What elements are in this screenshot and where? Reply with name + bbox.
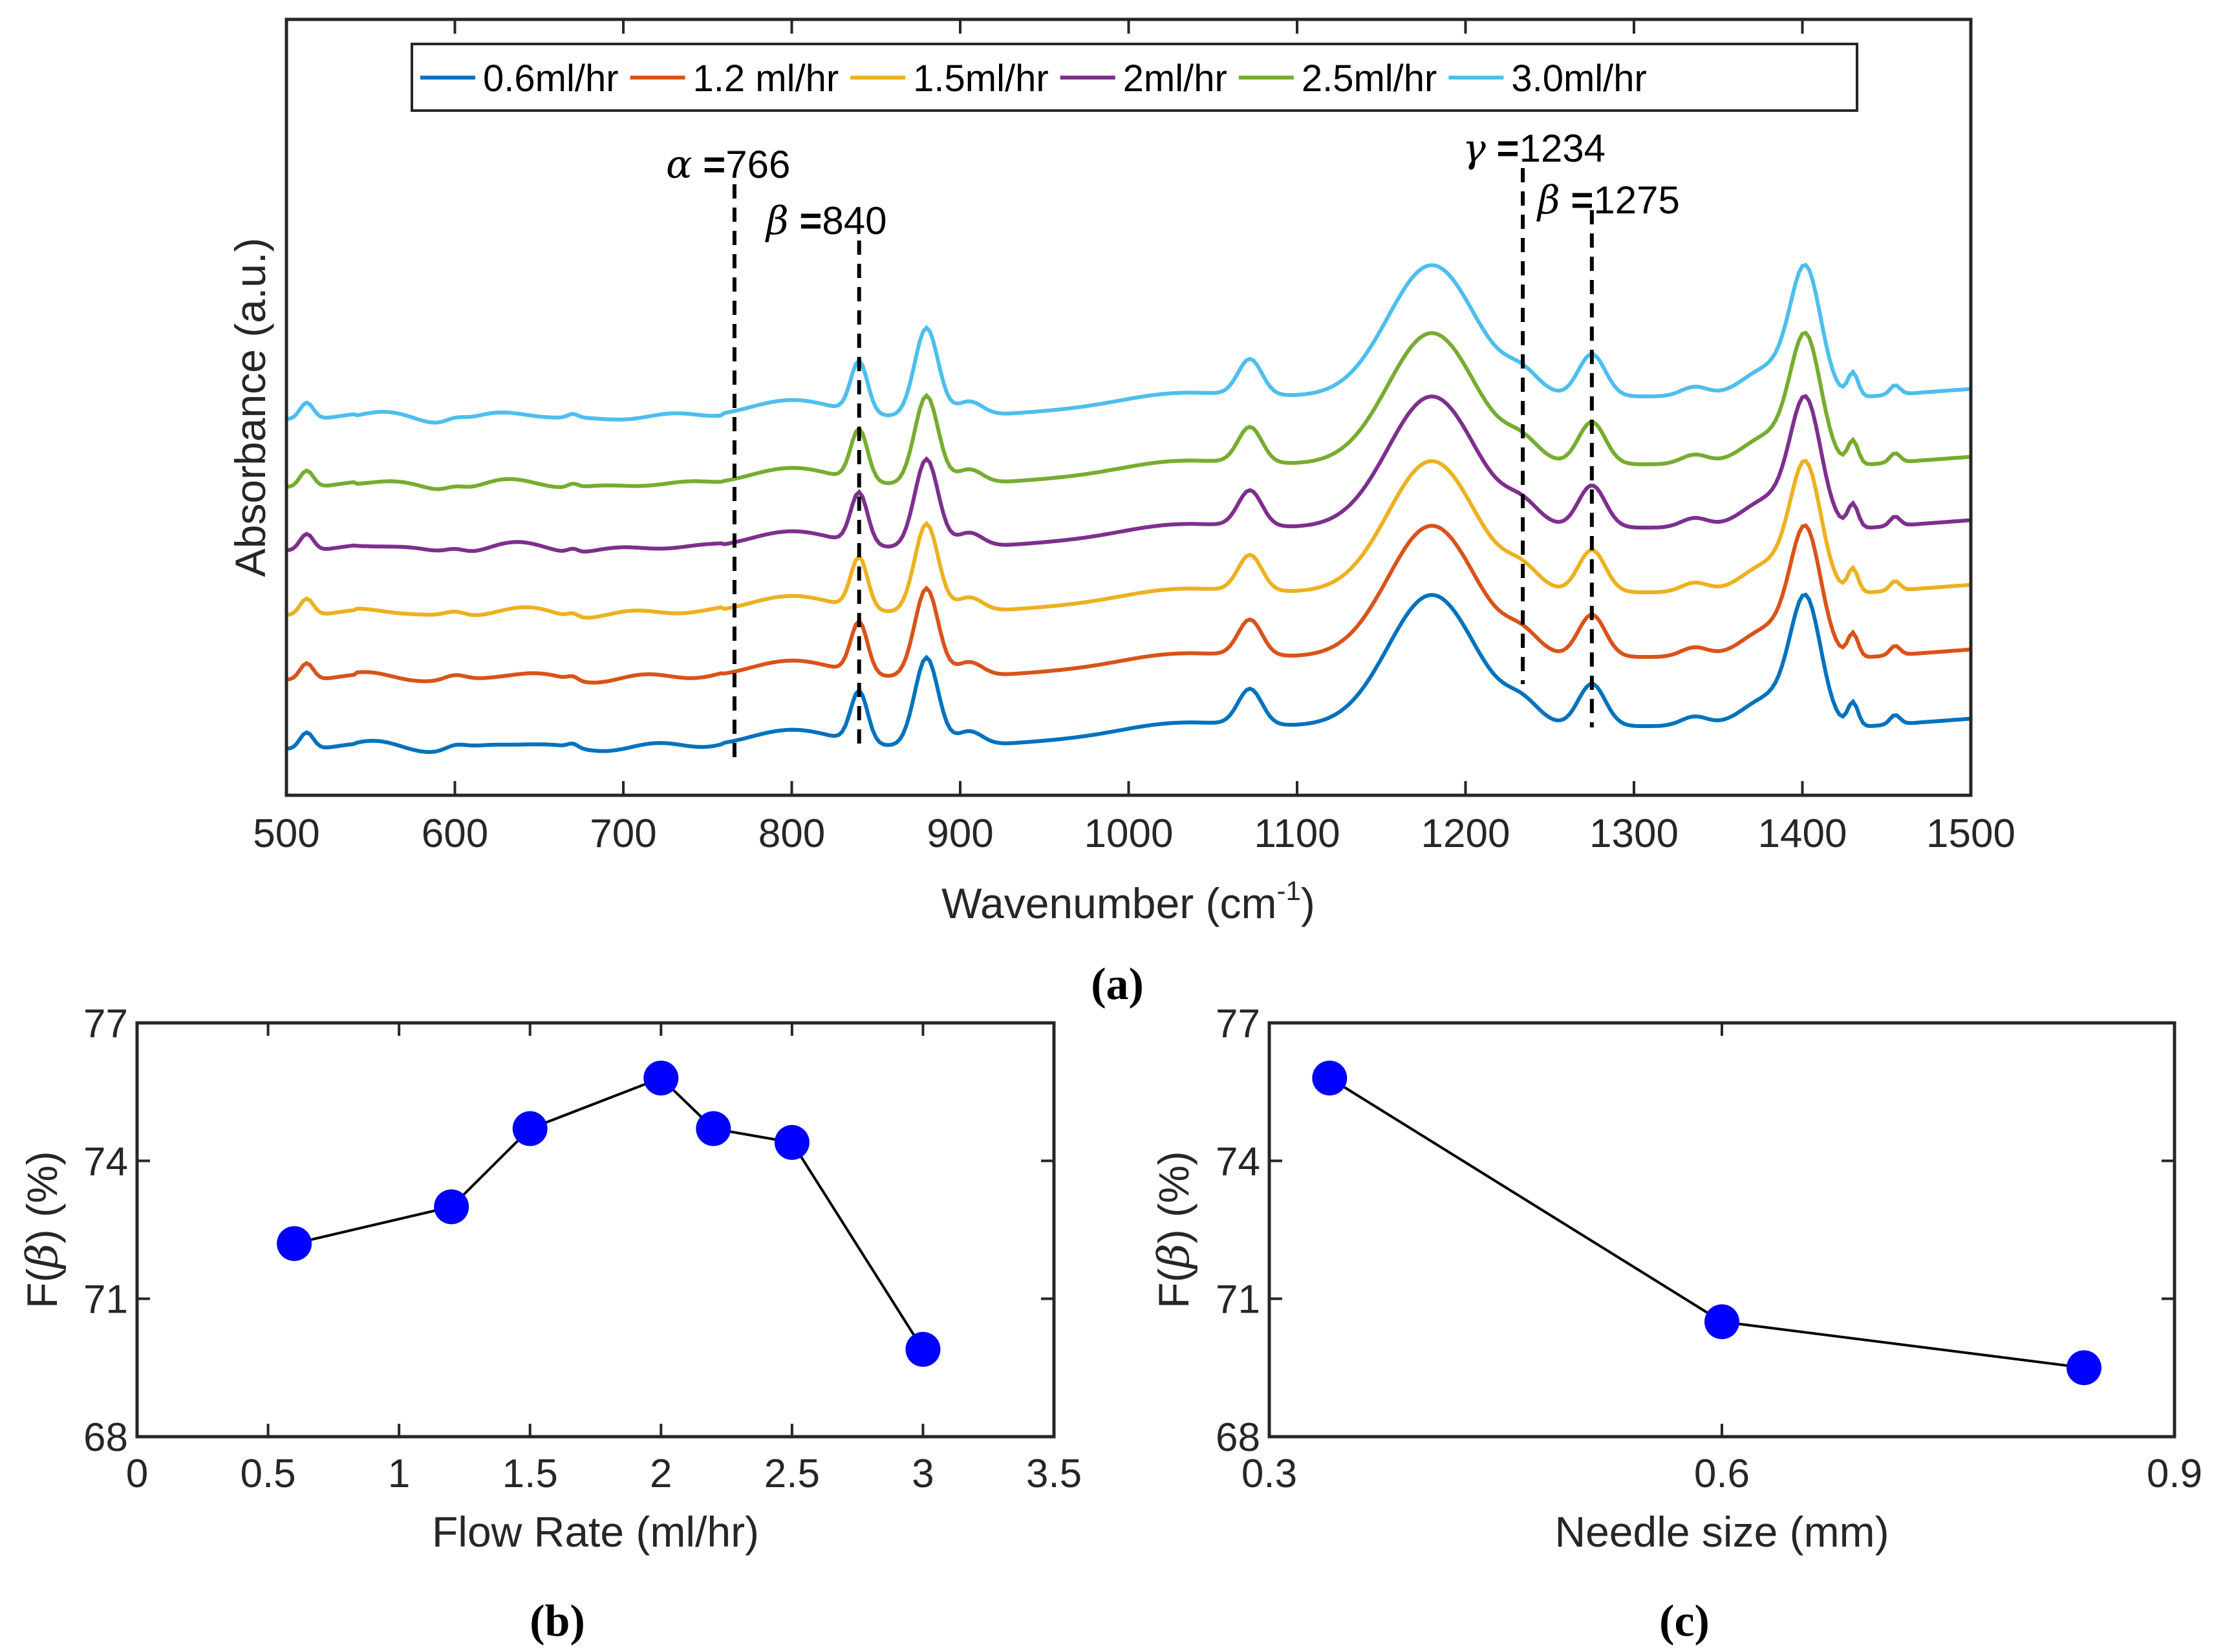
x-tick-label-a: 1100 <box>1254 811 1340 856</box>
legend-label: 3.0ml/hr <box>1511 58 1647 100</box>
axes-b: 0 0.5 1 1.5 2 2.5 3 3.5 68 71 74 77 <box>83 1002 1082 1496</box>
x-tick-label-a: 1400 <box>1758 811 1847 856</box>
x-tick-label-a: 600 <box>422 811 488 856</box>
x-axis-a: 500 600 700 800 900 1000 1100 1200 1300 1400 1500 <box>253 19 2015 856</box>
y-tick-label: 71 <box>1216 1278 1260 1322</box>
panel-a-spectra: 500 600 700 800 900 1000 1100 1200 1300 1400 1500 … <box>226 17 2015 1009</box>
x-tick-label: 1.5 <box>502 1452 558 1496</box>
x-tick-label: 2.5 <box>764 1452 820 1496</box>
x-axis-title-b: Flow Rate (ml/hr) <box>432 1508 759 1556</box>
series-line <box>294 1076 925 1350</box>
x-tick-label-a: 1300 <box>1589 811 1679 856</box>
spectrum-line <box>286 330 1971 491</box>
x-tick-label-a: 700 <box>590 811 656 856</box>
legend-label: 2ml/hr <box>1123 58 1227 100</box>
y-tick-label: 74 <box>1216 1139 1260 1184</box>
data-point <box>277 1226 312 1261</box>
y-axis-title-c: F(β) (%) <box>1149 1151 1199 1308</box>
panel-label-b: (b) <box>530 1596 585 1646</box>
y-tick-label: 74 <box>83 1139 128 1184</box>
spectrum-line <box>286 263 1971 425</box>
y-axis-title-b: F(β) (%) <box>17 1151 67 1308</box>
legend-items: 0.6ml/hr 1.2 ml/hr 1.5ml/hr 2ml/hr 2.5ml/hr 3… <box>420 58 1647 100</box>
x-tick-label-a: 1000 <box>1084 811 1174 856</box>
y-tick-label: 68 <box>1216 1415 1260 1460</box>
data-point <box>1704 1304 1739 1340</box>
data-point <box>774 1124 810 1160</box>
x-tick-label: 0.9 <box>2147 1452 2202 1496</box>
x-tick-label-a: 500 <box>253 811 319 856</box>
data-point <box>512 1111 548 1146</box>
x-tick-label-a: 900 <box>927 811 993 856</box>
annotation-alpha-766: α =766 <box>666 142 790 188</box>
x-tick-label: 0.6 <box>1694 1452 1750 1496</box>
legend: 0.6ml/hr 1.2 ml/hr 1.5ml/hr 2ml/hr 2.5ml/hr 3… <box>411 43 1858 112</box>
legend-label: 1.5ml/hr <box>913 58 1049 100</box>
spectrum-line <box>286 592 1971 755</box>
x-tick-label: 0.3 <box>1241 1452 1297 1496</box>
panel-c-needle-size: 0.3 0.6 0.9 68 71 74 77 F(β) (%) Needle size (… <box>1149 1002 2202 1646</box>
spectrum-line <box>286 394 1971 554</box>
x-tick-label: 3 <box>912 1452 934 1496</box>
x-tick-label: 0.5 <box>240 1452 295 1496</box>
y-tick-label: 71 <box>83 1278 128 1322</box>
plot-frame-c <box>1267 1021 2176 1439</box>
spectrum-line <box>286 458 1971 620</box>
x-tick-label: 0 <box>126 1452 148 1496</box>
x-tick-label: 1 <box>388 1452 410 1496</box>
data-point <box>643 1060 679 1096</box>
data-point <box>696 1111 731 1146</box>
spectrum-line <box>286 523 1971 685</box>
legend-label: 0.6ml/hr <box>483 58 619 100</box>
y-tick-label: 77 <box>1216 1002 1260 1046</box>
legend-label: 1.2 ml/hr <box>693 58 839 100</box>
y-tick-label: 77 <box>83 1002 128 1046</box>
plot-frame-a <box>285 17 1973 797</box>
x-tick-label-a: 800 <box>758 811 825 856</box>
annotation-beta-840: β =840 <box>765 198 887 244</box>
x-tick-label-a: 1200 <box>1421 811 1510 856</box>
plot-frame-b <box>135 1021 1056 1439</box>
x-tick-label-a: 1500 <box>1926 811 2015 856</box>
y-axis-title-a: Absorbance (a.u.) <box>226 238 274 577</box>
data-point <box>434 1189 469 1225</box>
data-b <box>277 1060 941 1367</box>
panel-label-a: (a) <box>1091 960 1144 1009</box>
annotation-beta-1275: β =1275 <box>1536 178 1680 223</box>
x-tick-label: 2 <box>650 1452 672 1496</box>
legend-label: 2.5ml/hr <box>1302 58 1437 100</box>
x-tick-label: 3.5 <box>1026 1452 1082 1496</box>
x-axis-title-c: Needle size (mm) <box>1554 1508 1889 1556</box>
data-point <box>1312 1060 1348 1096</box>
axes-c: 0.3 0.6 0.9 68 71 74 77 <box>1216 1002 2202 1496</box>
data-point <box>2067 1350 2101 1386</box>
panel-b-flow-rate: 0 0.5 1 1.5 2 2.5 3 3.5 68 71 74 77 F(β) (%) Flow R… <box>17 1002 1082 1646</box>
annotation-gamma-1234: γ =1234 <box>1463 126 1606 171</box>
spectra-curves <box>286 263 1971 755</box>
peak-marker-lines <box>732 168 1594 763</box>
data-point <box>905 1331 941 1367</box>
y-tick-label: 68 <box>83 1415 128 1460</box>
data-c <box>1312 1060 2101 1386</box>
panel-label-c: (c) <box>1659 1596 1710 1646</box>
x-axis-title-a: Wavenumber (cm-1) <box>941 875 1315 927</box>
